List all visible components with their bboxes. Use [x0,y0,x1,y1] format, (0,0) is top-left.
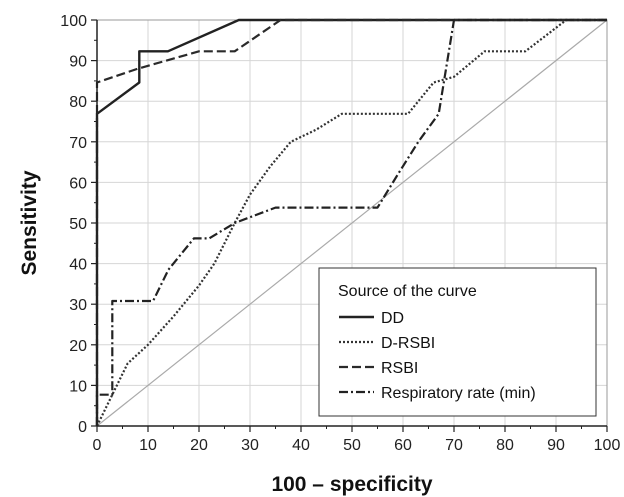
legend-box [318,267,597,417]
x-tick-label: 90 [547,437,565,454]
legend-items: DD D-RSBI RSBI Respiratory rate (min) [339,310,536,402]
legend-label-4: Respiratory rate (min) [381,385,536,402]
legend-title: Source of the curve [338,283,477,300]
y-tick-label: 40 [69,257,87,274]
x-tick-label: 0 [93,437,102,454]
x-tick-label: 20 [190,437,208,454]
y-tick-label: 80 [69,94,87,111]
x-tick-label: 10 [139,437,157,454]
legend-label-3: RSBI [381,360,418,377]
series-line-4 [95,18,607,426]
legend-label-2: D-RSBI [381,335,435,352]
axes [91,19,608,432]
x-tick-label: 50 [343,437,361,454]
y-tick-label: 70 [69,135,87,152]
diagonal-reference-line [96,19,608,427]
y-tick-label: 20 [69,338,87,355]
y-tick-label: 0 [78,419,87,436]
x-tick-labels: 0 10 20 30 40 50 60 70 80 90 100 [93,437,621,454]
y-tick-label: 50 [69,216,87,233]
reference-line [96,19,608,427]
x-tick-label: 80 [496,437,514,454]
series-line-2 [96,18,607,427]
y-tick-label: 30 [69,297,87,314]
x-tick-label: 100 [594,437,621,454]
x-tick-label: 70 [445,437,463,454]
y-axis-title: Sensitivity [18,170,41,275]
x-axis-title: 100 – specificity [271,473,432,496]
y-tick-label: 10 [69,378,87,395]
y-tick-label: 60 [69,175,87,192]
x-tick-label: 40 [292,437,310,454]
x-tick-label: 60 [394,437,412,454]
legend: Source of the curve DD D-RSBI RSBI Respirat… [318,267,597,417]
y-tick-labels: 0 10 20 30 40 50 60 70 80 90 100 [60,13,87,436]
y-tick-label: 100 [60,13,87,30]
y-tick-label: 90 [69,54,87,71]
legend-label-1: DD [381,310,404,327]
x-tick-label: 30 [241,437,259,454]
